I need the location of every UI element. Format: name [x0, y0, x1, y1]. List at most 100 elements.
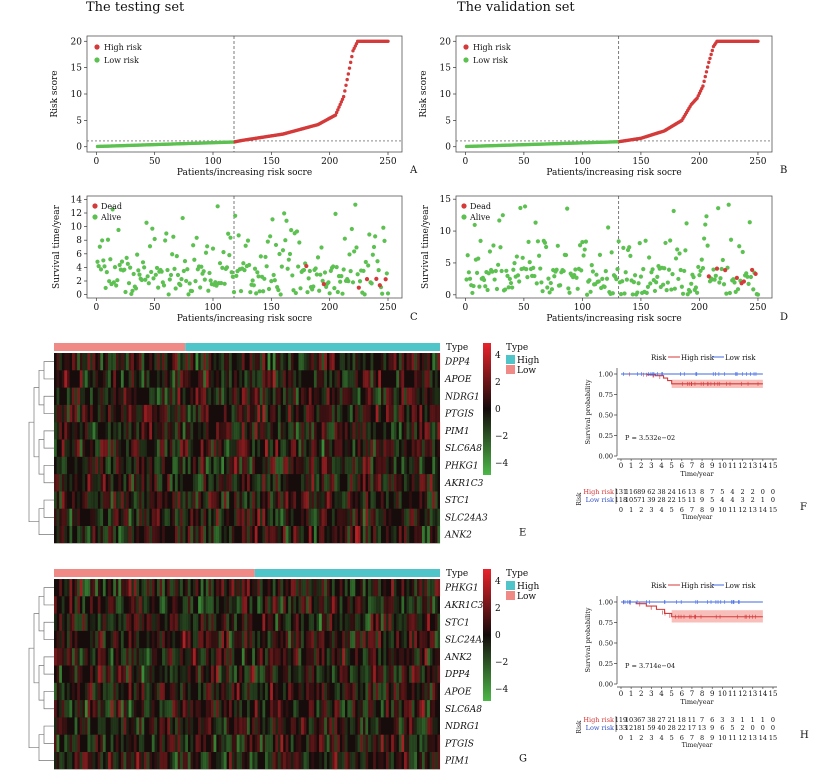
high-risk-point — [704, 70, 709, 74]
heatmap-cell — [283, 387, 286, 405]
heatmap-cell — [398, 734, 402, 752]
alive-point — [363, 259, 368, 265]
heatmap-cell — [329, 422, 333, 440]
heatmap-cell — [280, 596, 284, 614]
heatmap-cell — [254, 682, 258, 701]
heatmap-cell — [393, 579, 397, 597]
heatmap-cell — [102, 613, 106, 631]
heatmap-cell — [383, 734, 387, 752]
heatmap-cell — [156, 630, 160, 649]
heatmap-cell — [349, 456, 353, 475]
risk-table-x-tick: 12 — [738, 734, 746, 742]
heatmap-cell — [97, 682, 101, 701]
dendrogram-branch — [38, 734, 54, 761]
heatmap-cell — [198, 387, 201, 405]
alive-point — [210, 246, 216, 251]
heatmap-cell — [90, 682, 93, 701]
heatmap-cell — [401, 508, 405, 526]
heatmap-cell — [252, 508, 255, 526]
heatmap-cell — [416, 353, 420, 371]
alive-point — [699, 257, 704, 262]
heatmap-cell — [205, 613, 209, 631]
heatmap-cell — [285, 579, 289, 597]
heatmap-cell — [429, 491, 433, 509]
heatmap-cell — [234, 439, 237, 457]
heatmap-cell — [66, 648, 70, 666]
alive-point — [573, 267, 578, 272]
heatmap-cell — [308, 665, 312, 683]
alive-point — [238, 288, 244, 294]
heatmap-cell — [66, 439, 70, 457]
heatmap-cell — [169, 717, 173, 735]
heatmap-cell — [97, 353, 101, 371]
heatmap-cell — [252, 370, 255, 388]
heatmap-cell — [97, 474, 101, 492]
heatmap-cell — [102, 734, 106, 752]
heatmap-cell — [398, 717, 402, 735]
heatmap-cell — [365, 422, 369, 440]
heatmap-cell — [69, 387, 73, 405]
heatmap-cell — [401, 630, 405, 649]
heatmap-cell — [283, 526, 286, 544]
heatmap-cell — [61, 404, 65, 423]
heatmap-cell — [120, 630, 124, 649]
heatmap-cell — [303, 404, 307, 423]
heatmap-cell — [247, 752, 250, 770]
y-tick-label: 12 — [71, 209, 82, 219]
heatmap-cell — [84, 682, 88, 701]
y-tick-label: 10 — [440, 90, 452, 100]
heatmap-cell — [355, 456, 358, 475]
heatmap-cell — [432, 682, 436, 701]
heatmap-cell — [347, 456, 351, 475]
heatmap-cell — [221, 353, 225, 371]
heatmap-cell — [277, 404, 281, 423]
heatmap-cell — [210, 630, 214, 649]
x-tick-label: 1 — [629, 462, 633, 470]
heatmap-cell — [367, 370, 371, 388]
heatmap-cell — [334, 404, 338, 423]
heatmap-cell — [95, 682, 98, 701]
heatmap-cell — [373, 734, 376, 752]
heatmap-cell — [167, 717, 170, 735]
y-tick-label: 1.00 — [599, 371, 613, 379]
legend-alive-label: Alive — [100, 213, 121, 222]
heatmap-cell — [324, 456, 327, 475]
alive-point — [737, 244, 742, 249]
heatmap-cell — [241, 717, 245, 735]
x-tick-label: 100 — [204, 157, 221, 167]
heatmap-cell — [144, 752, 147, 770]
heatmap-cell — [434, 474, 438, 492]
panel-letter: F — [800, 502, 807, 513]
heatmap-cell — [414, 526, 418, 544]
heatmap-cell — [110, 404, 114, 423]
heatmap-cell — [319, 526, 322, 544]
heatmap-cell — [347, 370, 351, 388]
heatmap-cell — [285, 648, 289, 666]
heatmap-cell — [131, 474, 134, 492]
alive-point — [494, 286, 500, 292]
y-tick-label: 6 — [76, 250, 82, 260]
alive-point — [111, 280, 116, 285]
x-tick-label: 0 — [462, 303, 468, 313]
risk-table-x-tick: 3 — [649, 734, 653, 742]
risk-table-high-value: 5 — [720, 488, 724, 496]
risk-table-x-tick: 11 — [728, 734, 736, 742]
heatmap-cell — [373, 491, 376, 509]
heatmap-cell — [159, 404, 163, 423]
heatmap-cell — [123, 665, 127, 683]
alive-point — [492, 277, 497, 282]
alive-point — [597, 252, 603, 257]
heatmap-cell — [82, 439, 86, 457]
heatmap-cell — [64, 439, 68, 457]
heatmap-cell — [411, 353, 415, 371]
heatmap-cell — [54, 613, 57, 631]
heatmap-cell — [349, 526, 353, 544]
heatmap-cell — [151, 700, 155, 718]
heatmap-cell — [401, 613, 405, 631]
heatmap-cell — [195, 613, 199, 631]
heatmap-cell — [115, 630, 119, 649]
heatmap-cell — [306, 422, 309, 440]
heatmap-cell — [84, 456, 88, 475]
heatmap-cell — [259, 387, 263, 405]
heatmap-cell — [334, 717, 338, 735]
